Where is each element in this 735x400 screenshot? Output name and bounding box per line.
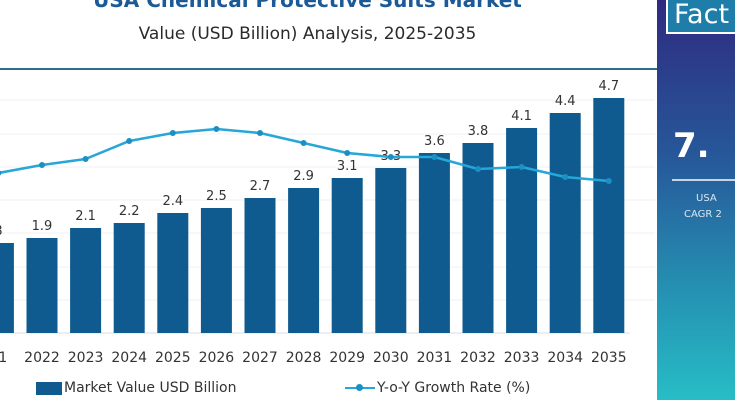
brand-logo: Fact bbox=[666, 0, 735, 34]
data-label-2022: 1.9 bbox=[32, 219, 53, 234]
growth-point-2028 bbox=[300, 140, 307, 146]
growth-point-2033 bbox=[518, 164, 525, 170]
growth-point-2035 bbox=[605, 178, 612, 184]
x-tick-2025: 2025 bbox=[155, 350, 191, 366]
growth-point-2022 bbox=[39, 162, 45, 168]
bar-2023 bbox=[70, 228, 102, 333]
x-tick-2034: 2034 bbox=[547, 350, 583, 366]
cagr-value: 7. bbox=[673, 126, 710, 166]
legend-label: Market Value USD Billion bbox=[64, 380, 237, 396]
x-tick-2023: 2023 bbox=[68, 350, 104, 366]
data-label-2031: 3.6 bbox=[424, 134, 445, 149]
data-label-2033: 4.1 bbox=[511, 109, 532, 124]
x-tick-2028: 2028 bbox=[286, 350, 322, 366]
data-label-2032: 3.8 bbox=[468, 124, 489, 139]
chart-title: USA Chemical Protective Suits Market bbox=[93, 0, 522, 12]
data-label-2028: 2.9 bbox=[293, 169, 314, 184]
bar-2021 bbox=[0, 243, 14, 333]
data-label-2027: 2.7 bbox=[250, 179, 271, 194]
growth-point-2026 bbox=[213, 126, 220, 132]
growth-point-2031 bbox=[431, 154, 438, 160]
x-tick-2021: 21 bbox=[0, 350, 7, 366]
growth-point-2021 bbox=[0, 170, 2, 176]
bar-2035 bbox=[593, 98, 625, 333]
x-tick-2032: 2032 bbox=[460, 350, 496, 366]
x-tick-2024: 2024 bbox=[111, 350, 147, 366]
growth-point-2032 bbox=[475, 166, 481, 172]
x-tick-2029: 2029 bbox=[329, 350, 365, 366]
growth-point-2034 bbox=[562, 174, 569, 180]
growth-point-2024 bbox=[126, 138, 133, 144]
chart-subtitle: Value (USD Billion) Analysis, 2025-2035 bbox=[138, 24, 477, 44]
growth-point-2023 bbox=[82, 156, 89, 162]
x-tick-2022: 2022 bbox=[24, 350, 60, 366]
legend-line-swatch bbox=[345, 382, 375, 394]
bar-2024 bbox=[113, 223, 145, 333]
cagr-label-line1: USA bbox=[696, 193, 717, 204]
chart-plot: 8 21 1.9 2022 2.1 2023 2.2 2024 2.4 2025 2.5 2026 2.… bbox=[0, 79, 655, 366]
bar-2027 bbox=[244, 198, 276, 333]
x-tick-2026: 2026 bbox=[199, 350, 235, 366]
bar-2029 bbox=[331, 178, 363, 333]
growth-point-2025 bbox=[169, 130, 176, 136]
data-label-2026: 2.5 bbox=[206, 189, 227, 204]
data-label-2025: 2.4 bbox=[162, 194, 183, 209]
bar-2031 bbox=[418, 153, 450, 333]
data-label-2024: 2.2 bbox=[119, 204, 140, 219]
legend-item-growth-rate: Y-o-Y Growth Rate (%) bbox=[345, 380, 530, 396]
x-tick-2035: 2035 bbox=[591, 350, 627, 366]
legend-item-market-value: Market Value USD Billion bbox=[36, 380, 236, 396]
bar-2030 bbox=[375, 168, 407, 333]
x-tick-2033: 2033 bbox=[504, 350, 540, 366]
data-label-2029: 3.1 bbox=[337, 159, 358, 174]
growth-point-2029 bbox=[344, 150, 351, 156]
bar-2026 bbox=[200, 208, 232, 333]
x-tick-2027: 2027 bbox=[242, 350, 278, 366]
x-tick-2030: 2030 bbox=[373, 350, 409, 366]
bar-2022 bbox=[26, 238, 58, 333]
cagr-label-line2: CAGR 2 bbox=[684, 209, 722, 220]
data-label-2035: 4.7 bbox=[598, 79, 619, 94]
growth-point-2030 bbox=[387, 154, 394, 160]
bar-2034 bbox=[549, 113, 581, 333]
legend-label: Y-o-Y Growth Rate (%) bbox=[377, 380, 531, 396]
bar-2032 bbox=[462, 143, 494, 333]
growth-point-2027 bbox=[257, 130, 263, 136]
data-label-2023: 2.1 bbox=[75, 209, 96, 224]
bar-2028 bbox=[288, 188, 320, 333]
bar-2025 bbox=[157, 213, 189, 333]
bar-2033 bbox=[506, 128, 538, 333]
data-label-2034: 4.4 bbox=[555, 94, 576, 109]
side-panel: Fact 7. USA CAGR 2 bbox=[657, 0, 735, 400]
data-label-2021: 8 bbox=[0, 224, 3, 239]
legend-bar-swatch bbox=[36, 381, 62, 395]
x-tick-2031: 2031 bbox=[417, 350, 453, 366]
title-divider bbox=[0, 68, 657, 70]
panel-divider bbox=[672, 179, 735, 181]
